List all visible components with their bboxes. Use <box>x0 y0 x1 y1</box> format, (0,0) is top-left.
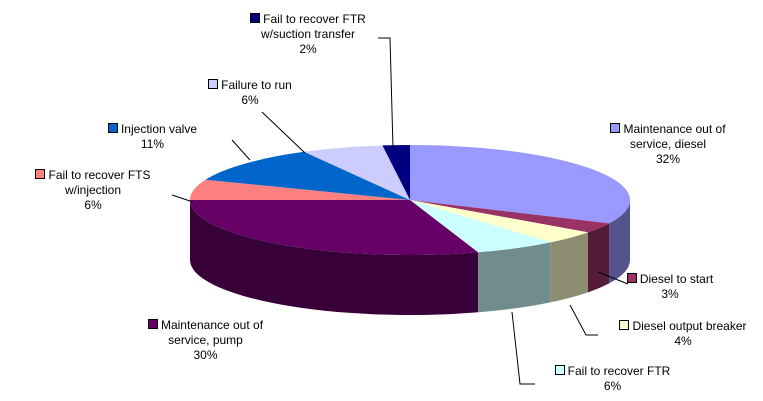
slice-name: Fail to recover FTS w/injection <box>48 168 151 197</box>
legend-key <box>554 365 565 375</box>
slice-percent: 6% <box>84 198 102 212</box>
slice <box>410 200 610 233</box>
slice-percent: 6% <box>241 93 259 107</box>
slice-label: Fail to recover FTR w/suction transfer 2% <box>228 12 388 57</box>
legend-key <box>626 273 637 283</box>
slice-percent: 3% <box>661 287 679 301</box>
slice-percent: 32% <box>655 152 681 166</box>
leader-line <box>171 194 194 203</box>
leader-line <box>231 139 251 161</box>
slice-percent: 2% <box>299 42 317 56</box>
slice <box>205 151 410 200</box>
slice <box>410 200 551 253</box>
slice-label: Diesel to start 3% <box>620 272 720 302</box>
legend-key <box>250 13 261 23</box>
slice-side <box>550 232 588 303</box>
leader-line <box>261 111 306 154</box>
leader-lines <box>171 37 629 385</box>
slice-name: Diesel to start <box>639 272 714 286</box>
pie-sides <box>189 200 630 315</box>
slice <box>190 179 410 200</box>
slice <box>304 145 410 200</box>
slice-side <box>587 223 610 293</box>
slice-label: Maintenance out of service, pump 30% <box>128 318 283 363</box>
leader-line <box>569 304 598 336</box>
slice <box>410 145 630 224</box>
slice-side <box>477 242 551 313</box>
slice-name: Maintenance out of service, diesel <box>623 122 726 151</box>
pie-tops <box>189 145 630 255</box>
slice-label: Injection valve 11% <box>95 122 210 152</box>
slice-percent: 30% <box>193 348 218 362</box>
slice-name: Injection valve <box>120 122 198 136</box>
slice-percent: 6% <box>603 379 622 393</box>
legend-key <box>107 123 118 133</box>
slice <box>382 145 410 200</box>
slice-name: Fail to recover FTR <box>567 364 671 378</box>
leader-line <box>378 37 394 149</box>
slice-name: Diesel output breaker <box>632 319 747 333</box>
leader-line <box>597 271 629 285</box>
legend-key <box>35 169 46 179</box>
leader-line <box>511 311 535 385</box>
legend-key <box>147 319 158 329</box>
slice <box>189 200 478 255</box>
legend-key <box>610 123 621 133</box>
legend-key <box>208 79 219 89</box>
slice-percent: 4% <box>674 334 692 348</box>
slice-name: Maintenance out of service, pump <box>160 318 264 347</box>
slice-percent: 11% <box>140 137 165 151</box>
slice-label: Fail to recover FTS w/injection 6% <box>8 168 178 213</box>
slice-name: Failure to run <box>221 78 292 92</box>
slice-label: Fail to recover FTR 6% <box>530 364 695 394</box>
slice-label: Maintenance out of service, diesel 32% <box>593 122 743 167</box>
slice-label: Failure to run 6% <box>200 78 300 108</box>
slice-name: Fail to recover FTR w/suction transfer <box>260 12 366 41</box>
slice-side <box>189 200 478 315</box>
slice <box>410 200 588 243</box>
slice-side <box>609 200 630 284</box>
legend-key <box>619 320 630 330</box>
slice-label: Diesel output breaker 4% <box>598 319 763 349</box>
